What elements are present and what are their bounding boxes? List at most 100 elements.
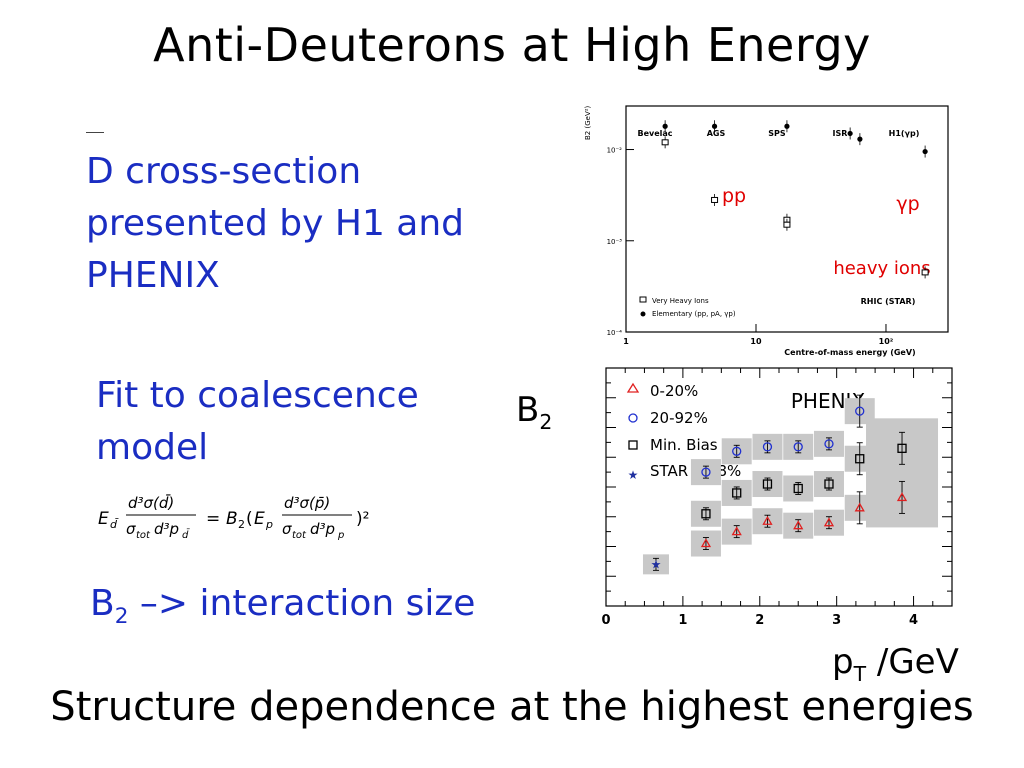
svg-text:d³p: d³p [310, 520, 335, 538]
energy-point-elementary [662, 123, 668, 129]
svg-text:tot: tot [292, 530, 307, 541]
phenix-point-20-92 [701, 467, 711, 477]
pt-label-base: p [832, 642, 854, 682]
pt-axis-label: pT /GeV [832, 642, 959, 686]
svg-text:d̄: d̄ [182, 528, 190, 541]
energy-y-tick-label: 10⁻⁴ [607, 329, 623, 337]
phenix-point-0-20 [823, 517, 835, 527]
phenix-point-0-20 [793, 520, 804, 530]
experiment-label-sps: SPS [768, 129, 786, 138]
b2-axis-label: B2 [516, 390, 552, 434]
bullet3-base: B [90, 583, 115, 624]
energy-point-heavy-ion [783, 221, 791, 228]
energy-x-tick-label: 10 [750, 337, 762, 346]
annotation-pp: pp [722, 185, 746, 207]
energy-chart-frame [625, 105, 949, 333]
phenix-point-20-92 [855, 406, 865, 416]
legend-marker-star: ★ [628, 468, 639, 482]
phenix-point-0-20 [854, 502, 865, 512]
bullet3-sub: 2 [114, 604, 129, 630]
phenix-point-min-bias [855, 454, 865, 464]
phenix-point-min-bias [762, 479, 773, 489]
svg-text:B: B [226, 509, 238, 529]
legend-label-0-20: 0-20% [650, 382, 698, 400]
phenix-x-tick-label: 2 [755, 613, 764, 628]
bullet-coalescence: Fit to coalescence model [96, 370, 496, 474]
bullet1-line-2: presented by H1 and [86, 203, 465, 244]
legend-label-elementary: Elementary (pp, pA, γp) [652, 310, 736, 318]
experiment-label-h1: H1(γp) [889, 129, 920, 138]
phenix-x-tick-label: 3 [832, 613, 841, 628]
bullet-interaction-size: B2 –> interaction size [90, 580, 550, 641]
bullet3-text: –> interaction size [128, 583, 476, 624]
experiment-label-isr: ISR [833, 129, 848, 138]
phenix-point-0-20 [896, 492, 908, 502]
energy-point-heavy-ion [711, 196, 719, 203]
phenix-point-min-bias [824, 479, 834, 489]
phenix-point-20-92 [793, 442, 803, 452]
energy-x-tick-label: 10² [879, 337, 894, 346]
phenix-point-0-20 [762, 515, 773, 525]
b2-label-base: B [516, 390, 540, 430]
svg-text:E: E [254, 509, 265, 529]
bullet2-line-1: Fit to coalescence [96, 375, 419, 416]
bullet2-line-2: model [96, 427, 209, 468]
svg-text:tot: tot [136, 530, 151, 541]
svg-text:d³p: d³p [154, 520, 179, 538]
coalescence-formula-image: E d̄ d³σ(d̄) σ tot d³p d̄ = B 2 ( E p d³… [98, 493, 369, 541]
legend-label-heavy-ions: Very Heavy Ions [652, 297, 709, 305]
annotation-gamma-p: γp [896, 193, 919, 215]
svg-text:p: p [337, 530, 344, 541]
pt-label-sub: T [853, 661, 867, 686]
phenix-x-tick-label: 4 [909, 613, 918, 628]
experiment-label-rhic: RHIC (STAR) [861, 297, 916, 306]
energy-x-tick-label: 1 [623, 337, 629, 346]
svg-text:)²: )² [356, 509, 369, 529]
phenix-point-20-92 [824, 439, 834, 449]
legend-marker-0-20 [626, 382, 640, 393]
energy-chart: B2 (GeV²) 10⁻² 10⁻³ 10⁻⁴ 1 10 10² Centre-of-… [578, 100, 954, 362]
legend-marker-20-92 [628, 413, 638, 423]
antiparticle-overbar [86, 132, 104, 133]
phenix-point-min-bias [732, 488, 742, 498]
phenix-point-20-92 [732, 446, 742, 456]
bullet-cross-section: D cross-section presented by H1 and PHEN… [86, 146, 546, 302]
legend-marker-min-bias [628, 440, 638, 450]
svg-text:d³σ(p̄): d³σ(p̄) [284, 494, 330, 512]
pt-label-unit: /GeV [866, 642, 959, 682]
svg-text:(: ( [246, 509, 253, 529]
phenix-point-0-20 [731, 526, 742, 536]
svg-text:p: p [265, 518, 273, 531]
phenix-point-star: ★ [651, 557, 662, 571]
phenix-point-20-92 [762, 442, 773, 452]
experiment-label-bevelac: Bevelac [637, 129, 672, 138]
energy-point-heavy-ion [921, 269, 929, 276]
energy-y-tick-label: 10⁻³ [607, 238, 623, 246]
svg-text:σ: σ [282, 520, 292, 538]
svg-text:σ: σ [126, 520, 136, 538]
phenix-point-min-bias [793, 483, 803, 494]
legend-marker-elementary [640, 311, 646, 317]
energy-chart-ylabel: B2 (GeV²) [584, 105, 592, 140]
energy-point-elementary [847, 130, 853, 137]
svg-text:d³σ(d̄): d³σ(d̄) [128, 493, 174, 512]
slide-title: Anti-Deuterons at High Energy [153, 18, 871, 72]
legend-marker-heavy-ions [639, 296, 647, 303]
svg-text:d̄: d̄ [110, 518, 119, 531]
svg-text:E: E [98, 509, 109, 529]
bullet1-line-3: PHENIX [86, 255, 220, 296]
energy-point-elementary [711, 123, 718, 129]
energy-point-heavy-ion [661, 139, 669, 146]
phenix-point-min-bias [701, 509, 711, 519]
bullet1-line-1: D cross-section [86, 151, 362, 192]
legend-label-min-bias: Min. Bias [650, 436, 718, 454]
slide-conclusion: Structure dependence at the highest ener… [50, 684, 974, 730]
energy-point-elementary [922, 148, 928, 155]
energy-y-tick-label: 10⁻² [607, 147, 623, 155]
svg-text:=: = [206, 509, 220, 529]
svg-text:2: 2 [238, 518, 245, 531]
energy-point-elementary [784, 123, 790, 129]
phenix-x-tick-label: 1 [678, 613, 687, 628]
phenix-point-min-bias [897, 443, 907, 453]
